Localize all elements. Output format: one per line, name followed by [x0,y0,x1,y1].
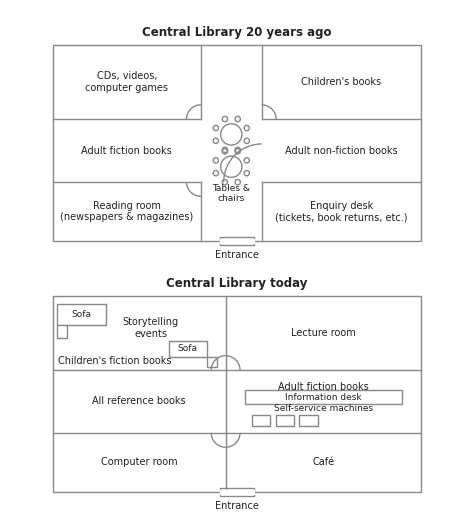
Text: Tables &
chairs: Tables & chairs [212,184,250,203]
Bar [53,296,421,492]
Text: Adult fiction books: Adult fiction books [82,145,172,156]
Bar [56,325,67,338]
Text: Entrance: Entrance [215,501,259,511]
Text: Information desk: Information desk [285,393,362,401]
Text: Lecture room: Lecture room [291,328,356,338]
Bar [299,415,318,426]
Bar [169,341,207,357]
Text: Storytelling
events: Storytelling events [122,317,179,338]
Text: Enquiry desk
(tickets, book returns, etc.): Enquiry desk (tickets, book returns, etc… [275,201,408,222]
Bar [207,357,217,368]
Text: Adult non-fiction books: Adult non-fiction books [285,145,398,156]
Text: Children's books: Children's books [301,77,382,87]
Text: Sofa: Sofa [71,310,91,318]
Text: Sofa: Sofa [178,345,198,353]
Text: Adult fiction books: Adult fiction books [278,382,369,392]
Bar [276,415,294,426]
Text: All reference books: All reference books [92,396,186,407]
Text: Computer room: Computer room [101,457,177,467]
Bar [53,45,421,241]
Bar [245,390,402,404]
Text: Self-service machines: Self-service machines [274,403,373,413]
Text: Children's fiction books: Children's fiction books [58,356,172,366]
Text: Entrance: Entrance [215,250,259,260]
Bar [220,488,254,496]
Bar [220,237,254,245]
Bar [56,304,106,325]
Text: Central Library today: Central Library today [166,277,308,290]
Bar [252,415,271,426]
Text: CDs, videos,
computer games: CDs, videos, computer games [85,71,168,93]
Text: Café: Café [312,457,335,467]
Text: Reading room
(newspapers & magazines): Reading room (newspapers & magazines) [60,201,193,222]
Text: Central Library 20 years ago: Central Library 20 years ago [142,26,332,39]
